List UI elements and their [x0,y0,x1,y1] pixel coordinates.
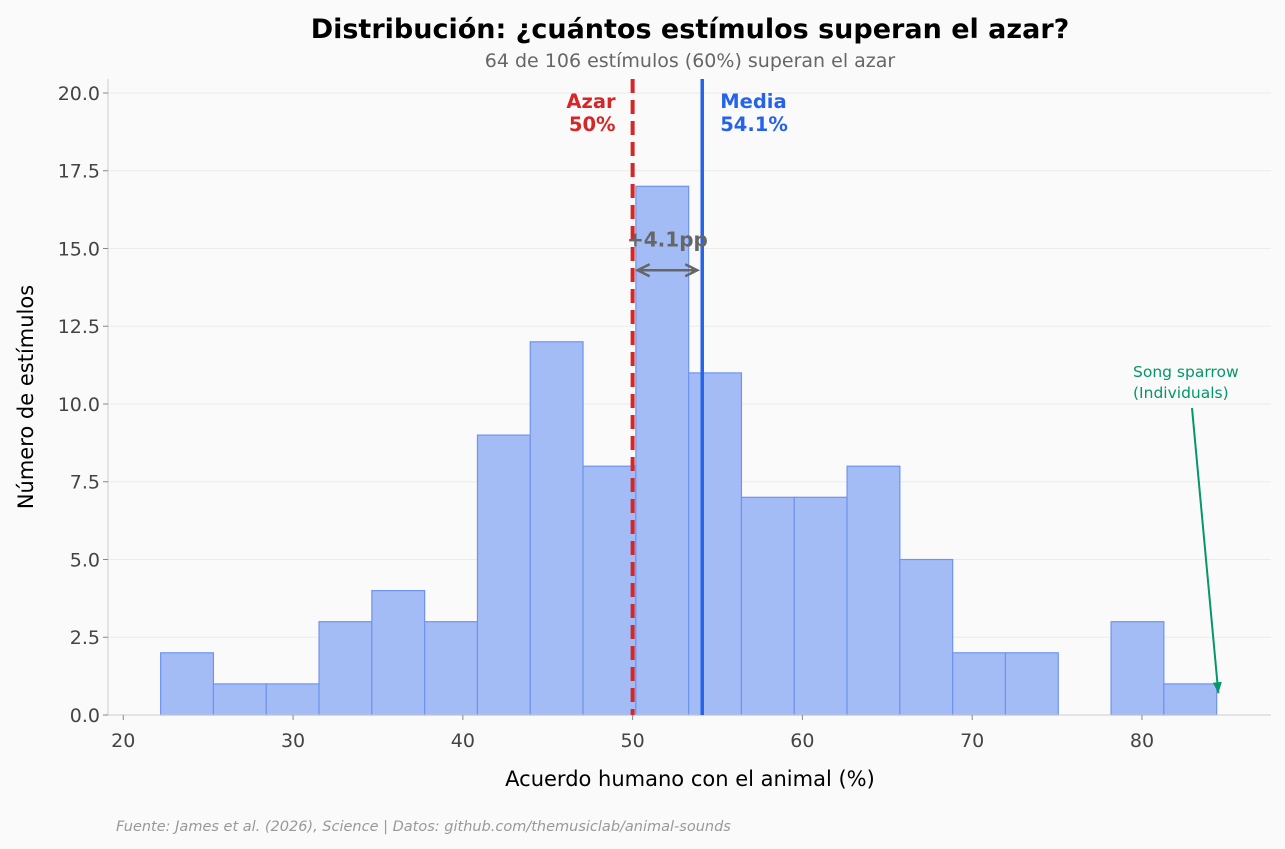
x-tick-label: 50 [621,730,645,752]
y-axis-label: Número de estímulos [14,285,38,509]
x-axis-label: Acuerdo humano con el animal (%) [505,767,875,791]
y-tick-label: 15.0 [58,238,100,260]
histogram-bar [952,652,1007,716]
y-tick-label: 0.0 [70,705,100,727]
song-sparrow-label: Song sparrow [1133,363,1239,381]
histogram-bar [265,683,320,716]
mean-value-label: 54.1% [720,113,788,136]
difference-arrow-head-right [684,263,701,278]
axis-ticks: 20 30 40 50 60 70 80 0.0 2.5 5.0 7.5 10.0 12.5 15.0 17… [58,83,1154,752]
difference-annotation: +4.1pp [627,227,708,251]
histogram-bar [899,558,954,716]
histogram-bar [160,652,215,716]
y-tick-label: 7.5 [70,472,100,494]
chart-title: Distribución: ¿cuántos estímulos superan… [311,14,1070,45]
y-tick-label: 12.5 [58,316,100,338]
histogram-bar [424,621,479,716]
difference-arrow-head-left [634,263,651,278]
chance-label: Azar [566,90,616,113]
x-tick-label: 80 [1130,730,1154,752]
histogram-bar [318,621,373,716]
histogram-bar [476,434,531,716]
x-tick-label: 30 [281,730,305,752]
histogram-bar [582,465,637,716]
y-tick-label: 20.0 [58,83,100,105]
chance-value-label: 50% [569,113,616,136]
song-sparrow-arrow [1191,407,1222,694]
chart-subtitle: 64 de 106 estímulos (60%) superan el aza… [485,50,896,72]
song-sparrow-arrow-head [1212,681,1222,694]
x-tick-label: 60 [790,730,814,752]
y-tick-label: 17.5 [58,161,100,183]
histogram-bar [846,465,901,716]
x-tick-label: 70 [960,730,984,752]
histogram-bar [635,185,690,716]
song-sparrow-arrow-shaft [1191,407,1220,694]
x-tick-label: 40 [451,730,475,752]
histogram-bar [1004,652,1059,716]
mean-label: Media [720,90,786,113]
histogram-bar [1110,621,1165,716]
histogram-bar [371,589,426,716]
histogram-bar [793,496,848,716]
difference-arrow [634,263,701,278]
y-tick-label: 2.5 [70,627,100,649]
histogram-bars [160,185,1218,716]
x-tick-label: 20 [111,730,135,752]
histogram-bar [740,496,795,716]
histogram-bar [529,341,584,716]
histogram-bar [688,372,743,716]
y-tick-label: 5.0 [70,549,100,571]
y-tick-label: 10.0 [58,394,100,416]
histogram-bar [1163,683,1218,716]
song-sparrow-sublabel: (Individuals) [1133,384,1229,402]
source-note: Fuente: James et al. (2026), Science | D… [116,819,731,835]
histogram-bar [212,683,267,716]
